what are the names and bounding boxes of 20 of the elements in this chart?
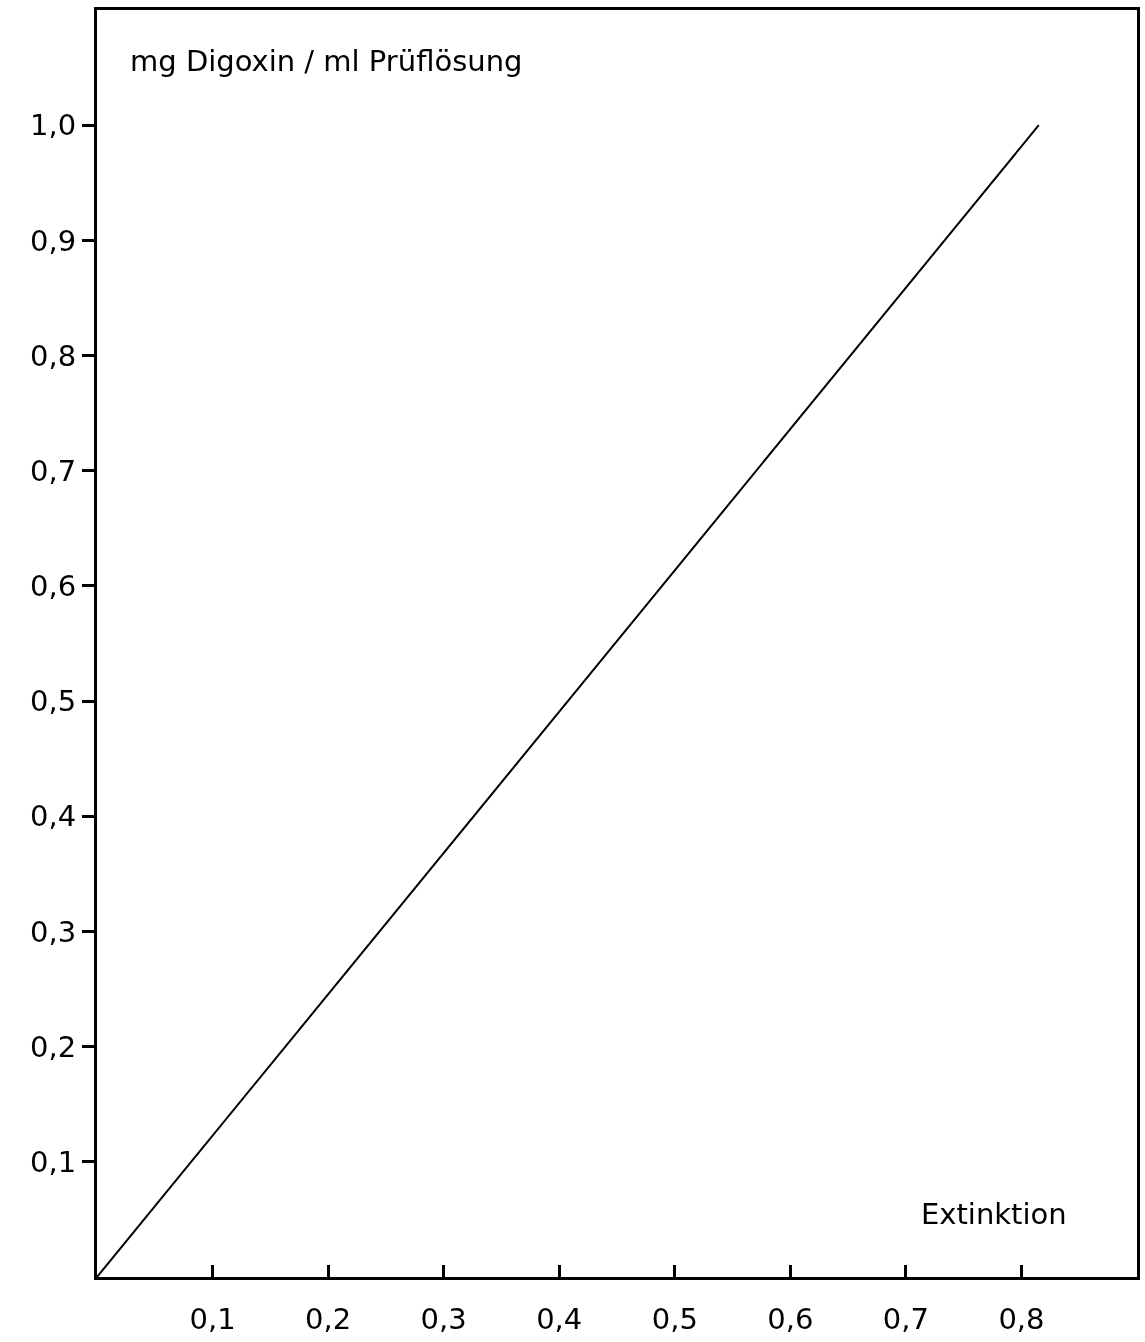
y-tick-label: 0,5 (30, 684, 77, 719)
y-tick-label: 0,9 (30, 223, 77, 258)
y-tick-label: 0,2 (30, 1029, 77, 1064)
y-axis-title: mg Digoxin / ml Prüflösung (130, 44, 523, 78)
y-tick-label: 0,7 (30, 453, 77, 488)
x-axis-title: Extinktion (921, 1197, 1067, 1231)
x-tick-label: 0,3 (420, 1301, 467, 1336)
x-tick-label: 0,5 (651, 1301, 698, 1336)
y-tick-label: 0,3 (30, 914, 77, 949)
y-tick-label: 0,8 (30, 338, 77, 373)
y-tick-label: 0,1 (30, 1144, 77, 1179)
x-tick-label: 0,8 (998, 1301, 1045, 1336)
x-tick-label: 0,1 (189, 1301, 236, 1336)
x-tick-label: 0,4 (536, 1301, 583, 1336)
y-tick-label: 0,4 (30, 799, 77, 834)
x-tick-label: 0,2 (305, 1301, 352, 1336)
x-tick-label: 0,6 (767, 1301, 814, 1336)
y-tick-label: 0,6 (30, 569, 77, 604)
x-tick-label: 0,7 (882, 1301, 929, 1336)
y-tick-label: 1,0 (30, 108, 77, 143)
